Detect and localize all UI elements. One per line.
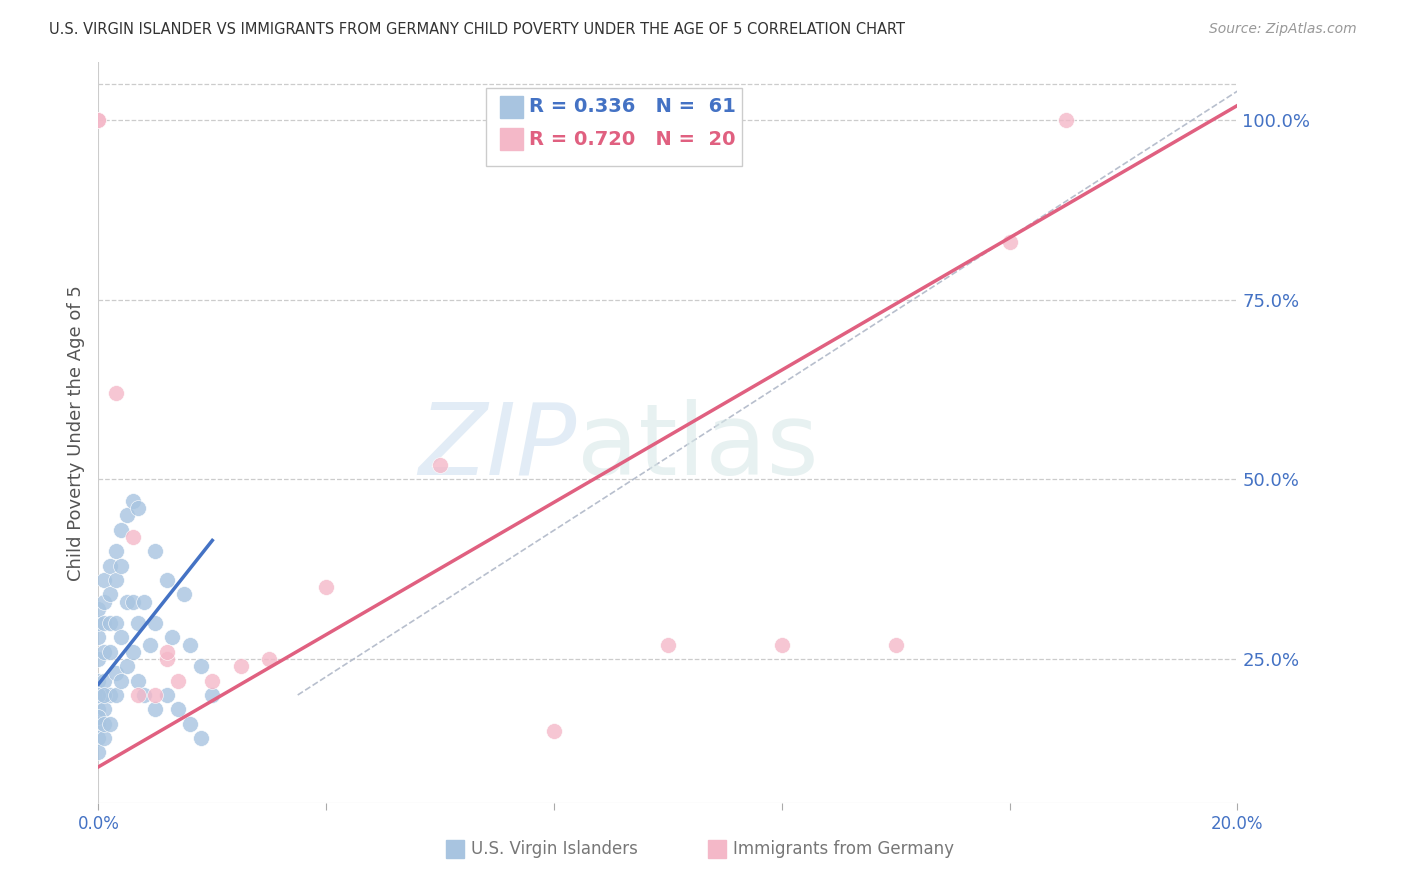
Point [259, 652, 281, 666]
Point [115, 659, 138, 673]
Point [201, 688, 224, 702]
Point [98, 616, 121, 631]
Point [145, 544, 167, 558]
Point [145, 688, 167, 702]
Text: Immigrants from Germany: Immigrants from Germany [733, 839, 953, 858]
FancyBboxPatch shape [485, 88, 742, 166]
Point [156, 652, 179, 666]
Point [98, 716, 121, 731]
FancyBboxPatch shape [446, 840, 464, 858]
Point [127, 688, 149, 702]
Point [110, 673, 132, 688]
Point [145, 616, 167, 631]
Point [87, 688, 110, 702]
Point [770, 638, 793, 652]
Text: U.S. Virgin Islanders: U.S. Virgin Islanders [471, 839, 638, 858]
Point [87, 731, 110, 745]
Point [98, 558, 121, 573]
Point [115, 508, 138, 523]
Point [1056, 112, 1078, 127]
Point [93, 573, 115, 587]
Point [179, 716, 201, 731]
Point [110, 558, 132, 573]
FancyBboxPatch shape [501, 95, 523, 118]
Point [104, 544, 127, 558]
Point [110, 523, 132, 537]
Point [115, 594, 138, 608]
Point [173, 587, 195, 601]
Point [98, 587, 121, 601]
Point [179, 638, 201, 652]
FancyBboxPatch shape [501, 128, 523, 151]
Point [87, 631, 110, 645]
Point [110, 631, 132, 645]
Point [156, 573, 179, 587]
Point [167, 673, 190, 688]
Point [121, 645, 143, 659]
Point [87, 652, 110, 666]
Point [190, 659, 212, 673]
Point [167, 702, 190, 716]
Point [87, 112, 110, 127]
Point [87, 601, 110, 615]
Point [121, 494, 143, 508]
Point [127, 673, 149, 688]
Point [87, 688, 110, 702]
Point [162, 631, 184, 645]
Point [132, 594, 155, 608]
Point [104, 616, 127, 631]
Point [156, 688, 179, 702]
Point [87, 673, 110, 688]
Point [87, 746, 110, 760]
Point [145, 702, 167, 716]
Point [121, 594, 143, 608]
Point [429, 458, 451, 472]
Point [93, 702, 115, 716]
Point [138, 638, 160, 652]
Point [93, 616, 115, 631]
Point [121, 530, 143, 544]
FancyBboxPatch shape [707, 840, 725, 858]
Point [87, 709, 110, 723]
Point [104, 386, 127, 401]
Point [87, 716, 110, 731]
Text: Source: ZipAtlas.com: Source: ZipAtlas.com [1209, 22, 1357, 37]
Y-axis label: Child Poverty Under the Age of 5: Child Poverty Under the Age of 5 [66, 285, 84, 581]
Point [93, 594, 115, 608]
Point [132, 688, 155, 702]
Point [93, 731, 115, 745]
Point [87, 702, 110, 716]
Point [87, 616, 110, 631]
Point [315, 580, 337, 594]
Point [190, 731, 212, 745]
Point [93, 716, 115, 731]
Text: R = 0.720   N =  20: R = 0.720 N = 20 [529, 130, 735, 149]
Text: R = 0.336   N =  61: R = 0.336 N = 61 [529, 97, 735, 117]
Point [104, 666, 127, 681]
Point [104, 688, 127, 702]
Text: atlas: atlas [576, 399, 818, 496]
Point [229, 659, 252, 673]
Point [87, 112, 110, 127]
Point [657, 638, 679, 652]
Point [998, 235, 1021, 249]
Text: ZIP: ZIP [419, 399, 576, 496]
Point [201, 673, 224, 688]
Point [93, 688, 115, 702]
Point [156, 645, 179, 659]
Point [884, 638, 907, 652]
Point [93, 673, 115, 688]
Point [93, 645, 115, 659]
Point [98, 645, 121, 659]
Text: U.S. VIRGIN ISLANDER VS IMMIGRANTS FROM GERMANY CHILD POVERTY UNDER THE AGE OF 5: U.S. VIRGIN ISLANDER VS IMMIGRANTS FROM … [49, 22, 905, 37]
Point [543, 723, 565, 738]
Point [104, 573, 127, 587]
Point [127, 501, 149, 516]
Point [98, 688, 121, 702]
Point [127, 616, 149, 631]
